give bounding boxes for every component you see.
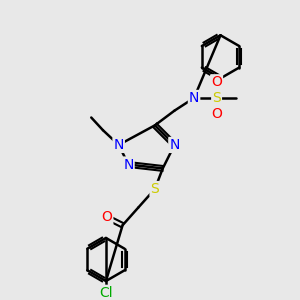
Text: N: N bbox=[123, 158, 134, 172]
Text: N: N bbox=[189, 91, 199, 105]
Text: O: O bbox=[211, 75, 222, 89]
Text: Cl: Cl bbox=[99, 286, 113, 300]
Text: S: S bbox=[212, 91, 221, 105]
Text: S: S bbox=[151, 182, 159, 196]
Text: N: N bbox=[113, 138, 124, 152]
Text: O: O bbox=[211, 106, 222, 121]
Text: O: O bbox=[101, 210, 112, 224]
Text: N: N bbox=[169, 138, 180, 152]
